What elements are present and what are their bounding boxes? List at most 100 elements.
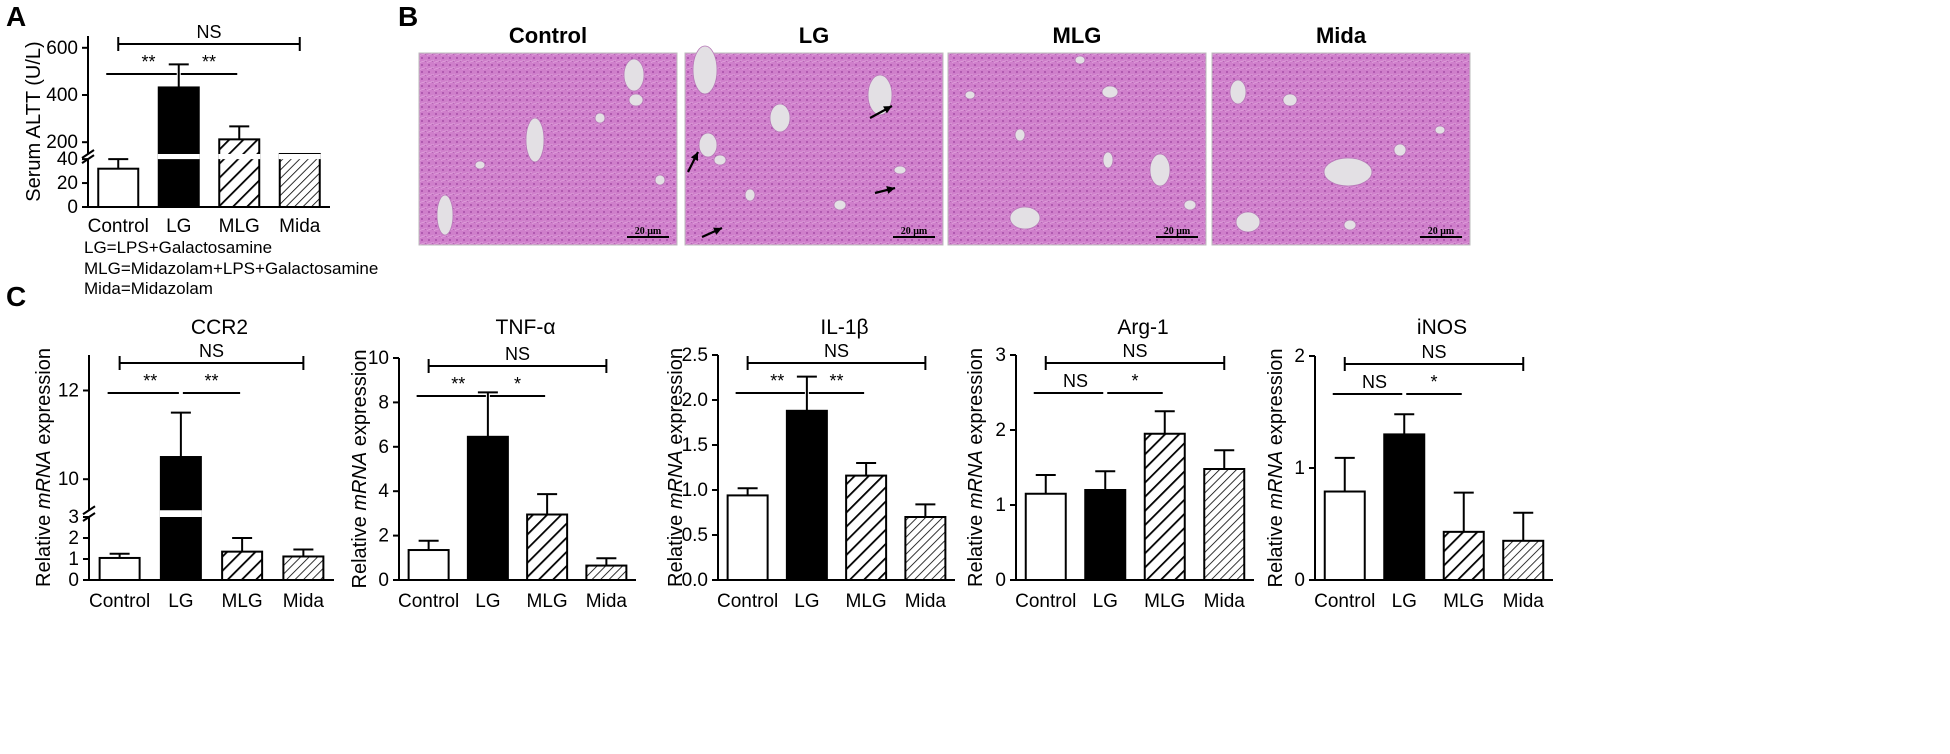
y-tick-label-alt-2: 40: [57, 149, 78, 170]
vessel-1-6: [654, 174, 666, 186]
scale-label-4: 20 μm: [1428, 226, 1455, 237]
sig-label-alt-0: NS: [196, 22, 221, 42]
y-axis-label-alt: Serum ALTT (U/L): [23, 41, 45, 201]
y-tick-label-alt-0: 0: [67, 197, 78, 218]
vessel-4-2: [1229, 79, 1247, 105]
bar-il1b-control: [726, 494, 769, 581]
x-tick-label-tnf-2: MLG: [527, 591, 568, 612]
y-tick-label-ccr2-0: 0: [68, 570, 79, 591]
vessel-4-1: [1323, 157, 1373, 187]
sig-label-il1b-0: NS: [824, 341, 849, 361]
sig-label-arg1-1: NS: [1063, 371, 1088, 391]
panel-label-b: B: [398, 1, 418, 32]
y-tick-label-alt-3: 200: [46, 132, 78, 153]
sig-label-arg1-2: *: [1131, 371, 1138, 391]
y-axis-label-arg1: Relative mRNA expression: [965, 348, 987, 587]
sig-label-inos-1: NS: [1362, 372, 1387, 392]
y-tick-label-tnf-5: 10: [368, 348, 389, 369]
vessel-1-4: [594, 112, 606, 124]
x-tick-label-arg1-1: LG: [1093, 591, 1118, 612]
y-tick-label-arg1-1: 1: [995, 495, 1006, 516]
y-tick-label-il1b-0: 0.0: [682, 570, 708, 591]
panel-label-c: C: [6, 281, 26, 312]
y-tick-label-tnf-2: 4: [378, 481, 389, 502]
sig-label-alt-1: **: [141, 52, 155, 72]
histology-title-4: Mida: [1316, 23, 1367, 48]
chart-arg1: Arg-1 Relative mRNA expression 0 1 2 3 Control…: [965, 316, 1254, 612]
y-axis-label-rest-inos: expression: [1265, 349, 1287, 451]
chart-title-il1b: IL-1β: [820, 316, 868, 339]
vessel-1-1: [623, 58, 645, 92]
x-tick-label-alt-2: MLG: [219, 216, 260, 237]
x-tick-label-inos-1: LG: [1392, 591, 1417, 612]
scale-label-1: 20 μm: [635, 226, 662, 237]
y-tick-label-arg1-2: 2: [995, 420, 1006, 441]
y-tick-label-inos-2: 2: [1294, 346, 1305, 367]
y-tick-label-tnf-1: 2: [378, 526, 389, 547]
bar-ccr2-mlg: [221, 550, 264, 582]
scale-label-3: 20 μm: [1164, 226, 1191, 237]
sig-label-tnf-1: **: [451, 374, 465, 394]
bar-tnf-lg: [466, 435, 509, 581]
x-tick-label-inos-0: Control: [1314, 591, 1375, 612]
bar-break-gap-alt-3: [278, 153, 321, 160]
panel-label-a: A: [6, 1, 26, 32]
y-axis-label-part-arg1: Relative: [965, 509, 987, 587]
y-axis-label-inos: Relative mRNA expression: [1265, 349, 1287, 588]
y-tick-label-alt-5: 600: [46, 38, 78, 59]
vessel-3-1: [1101, 85, 1119, 99]
sig-label-ccr2-1: **: [143, 371, 157, 391]
chart-title-tnf: TNF-α: [496, 316, 556, 339]
lesion-arrowhead-1: [883, 106, 892, 114]
axis-break-mark-2-alt: [81, 149, 95, 159]
y-axis-label-part-inos: Relative: [1265, 510, 1287, 588]
sig-label-tnf-2: *: [514, 374, 521, 394]
y-axis-label-gene-inos: mRNA: [1265, 451, 1287, 510]
bar-tnf-mlg: [526, 513, 569, 582]
x-tick-label-ccr2-2: MLG: [222, 591, 263, 612]
vessel-2-3: [769, 103, 791, 133]
x-tick-label-arg1-3: Mida: [1204, 591, 1246, 612]
vessel-1-3: [525, 117, 545, 163]
y-tick-label-tnf-3: 6: [378, 437, 389, 458]
bar-il1b-lg: [785, 409, 828, 581]
y-tick-label-tnf-4: 8: [378, 392, 389, 413]
scale-label-2: 20 μm: [901, 226, 928, 237]
chart-tnf: TNF-α Relative mRNA expression 0 2 4 6 8 10 Cont…: [349, 316, 636, 612]
y-axis-label-rest-arg1: expression: [965, 348, 987, 450]
bar-tnf-mida: [585, 564, 628, 582]
lesion-arrowhead-4: [713, 227, 722, 235]
sig-label-arg1-0: NS: [1122, 341, 1147, 361]
x-tick-label-il1b-2: MLG: [846, 591, 887, 612]
sig-label-inos-2: *: [1430, 372, 1437, 392]
bar-ccr2-lg: [159, 456, 202, 581]
y-tick-label-alt-1: 20: [57, 173, 78, 194]
bar-alt-mlg: [218, 138, 261, 208]
y-axis-label-part-ccr2: Relative: [33, 509, 55, 587]
axis-break-mark-2-ccr2: [82, 505, 96, 516]
legend-note-mlg: MLG=Midazolam+LPS+Galactosamine: [84, 259, 378, 278]
y-axis-label-gene-tnf: mRNA: [349, 452, 371, 511]
x-tick-label-alt-3: Mida: [279, 216, 321, 237]
y-axis-label-tnf: Relative mRNA expression: [349, 350, 371, 589]
y-axis-label-il1b: Relative mRNA expression: [665, 348, 687, 587]
bar-arg1-mlg: [1143, 432, 1186, 581]
y-tick-label-ccr2-3: 3: [68, 507, 79, 528]
y-tick-label-il1b-2: 1.0: [682, 480, 708, 501]
vessel-3-3: [1102, 151, 1114, 169]
bar-arg1-lg: [1084, 489, 1127, 581]
vessel-2-8: [744, 188, 756, 202]
vessel-2-1: [692, 45, 718, 95]
y-axis-label-gene-arg1: mRNA: [965, 450, 987, 509]
bar-il1b-mida: [904, 516, 947, 581]
vessel-2-5: [713, 154, 727, 166]
x-tick-label-il1b-3: Mida: [905, 591, 947, 612]
bar-break-gap-alt-2: [218, 153, 261, 160]
y-axis-label-part-il1b: Relative: [665, 509, 687, 587]
bar-arg1-control: [1024, 492, 1067, 581]
x-tick-label-ccr2-3: Mida: [283, 591, 325, 612]
vessel-3-2: [1014, 128, 1026, 142]
